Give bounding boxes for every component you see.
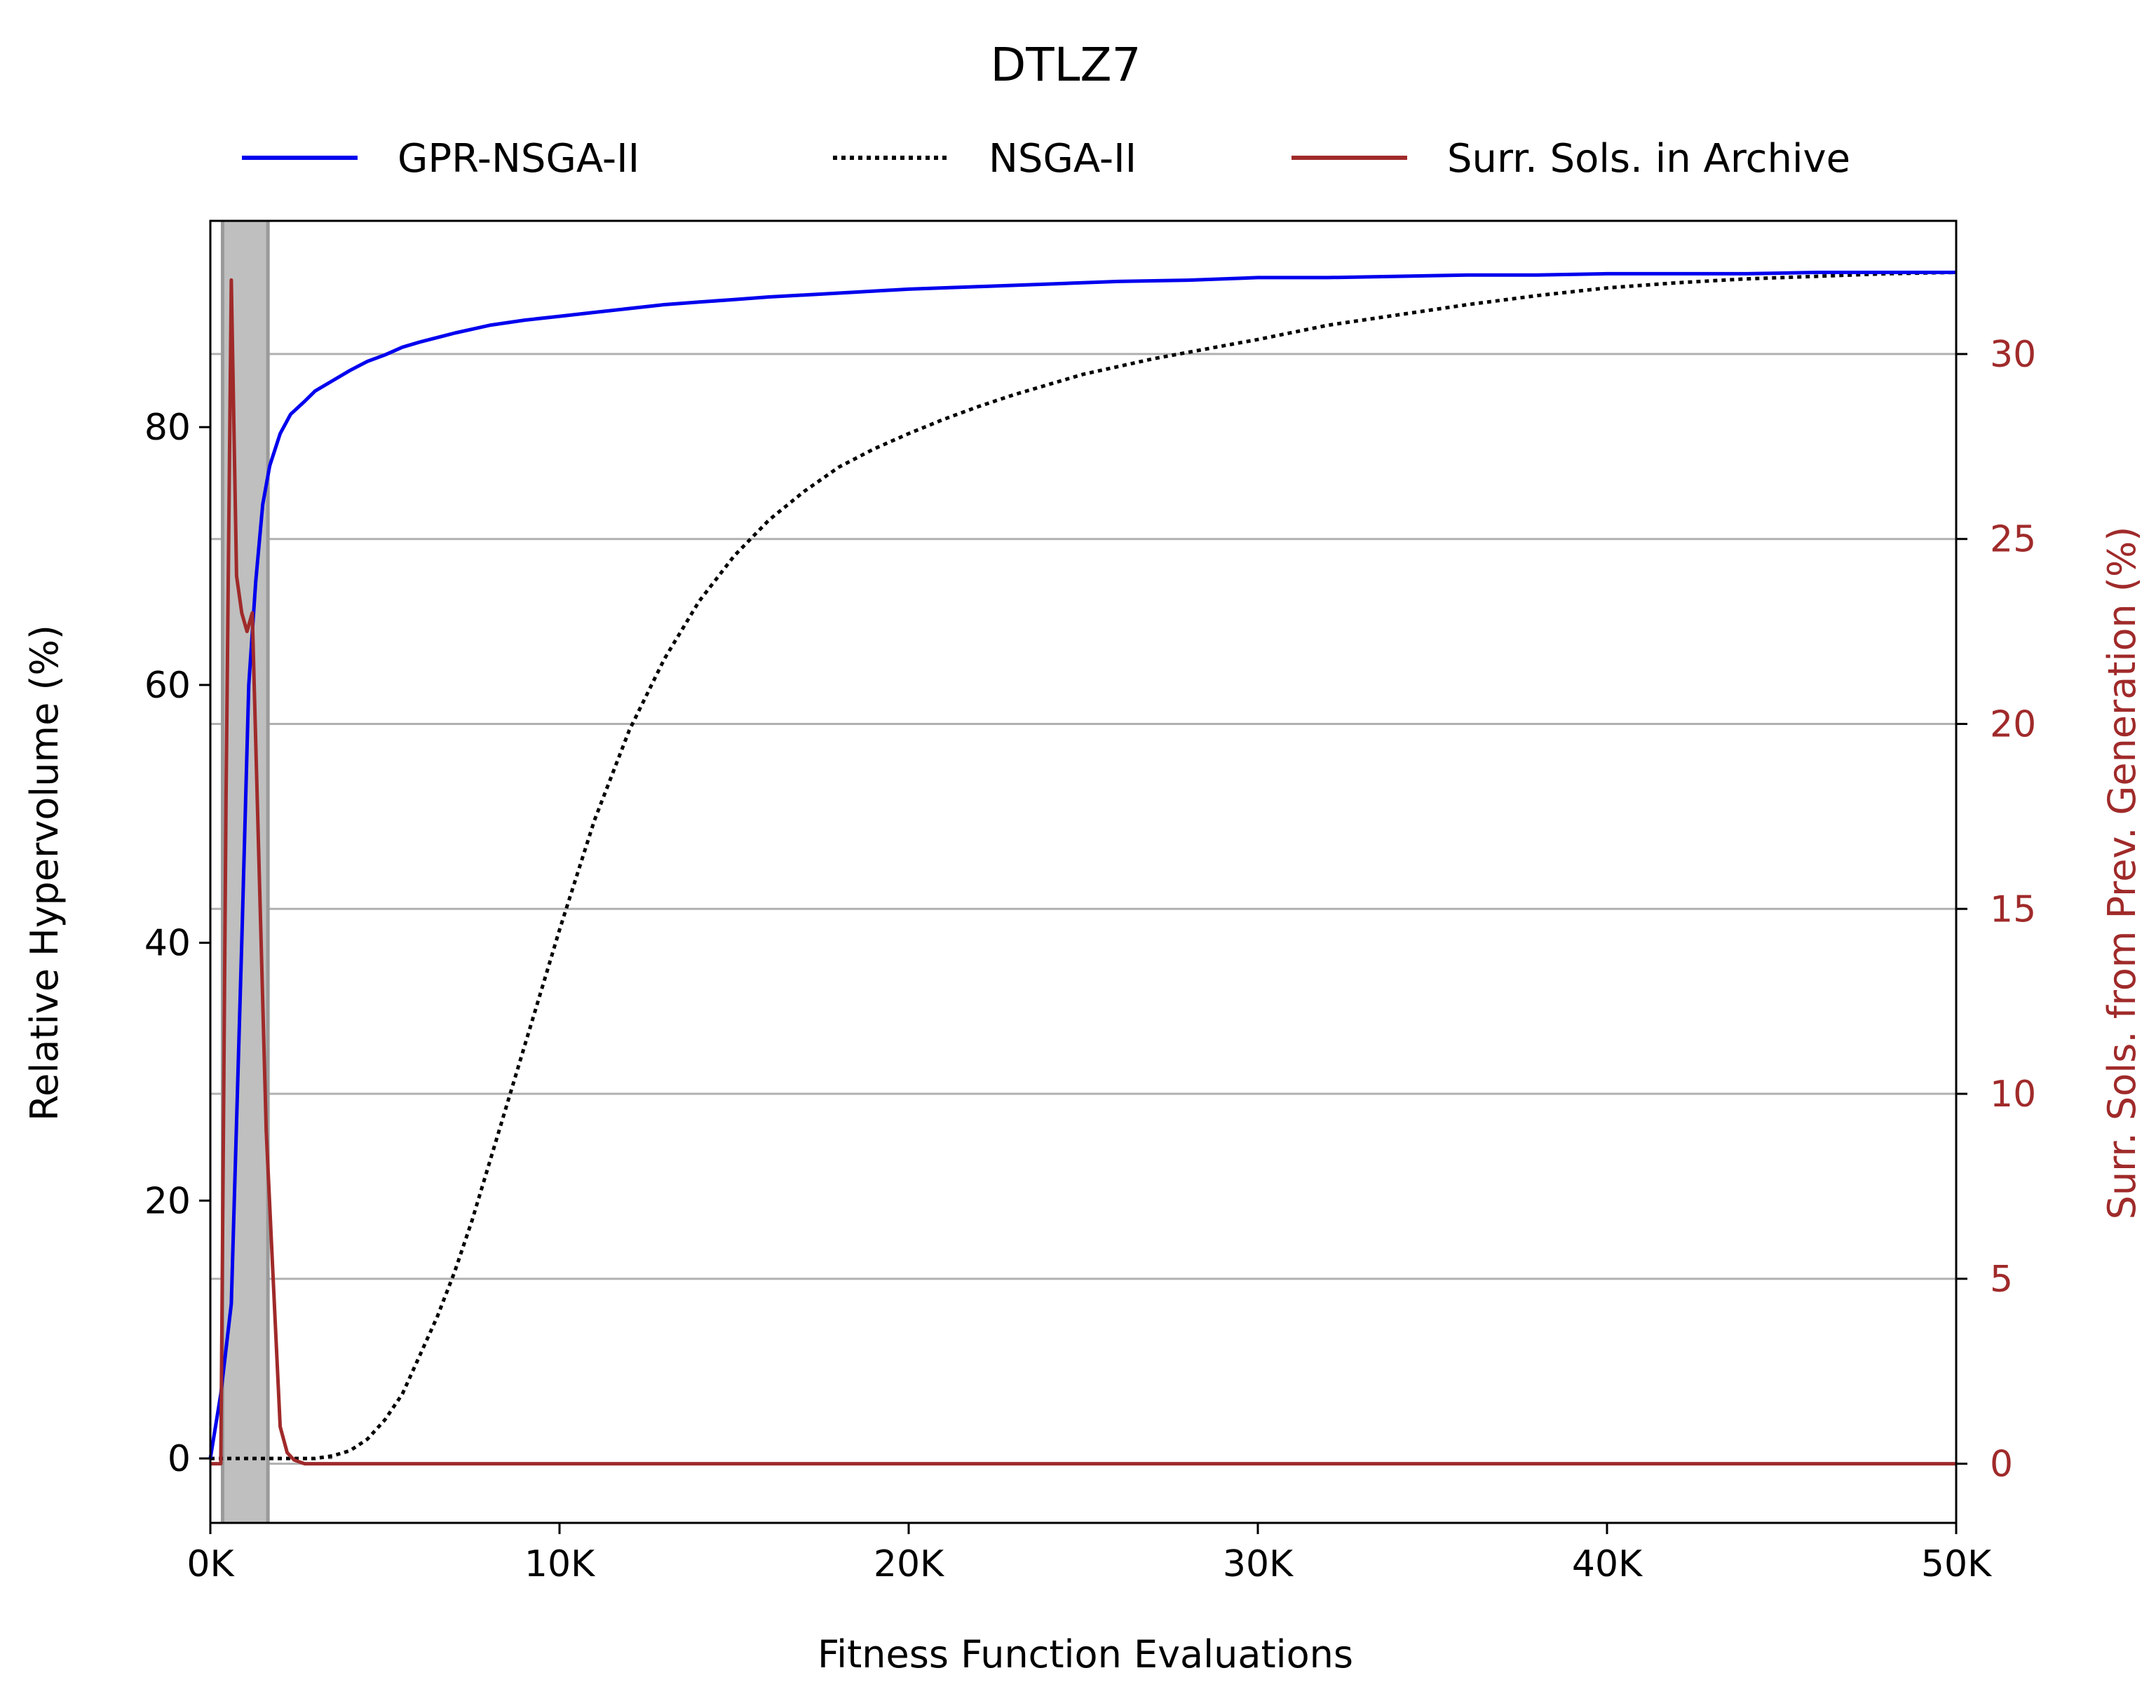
- legend-label: Surr. Sols. in Archive: [1447, 136, 1850, 182]
- series-line-surr-sols-in-archive: [210, 278, 1956, 1466]
- y2-tick-label: 30: [1990, 334, 2036, 376]
- y-tick-label: 0: [168, 1438, 191, 1480]
- y2-tick-label: 25: [1990, 519, 2036, 561]
- legend-label: GPR-NSGA-II: [398, 136, 639, 182]
- series-line-nsga-ii: [210, 271, 1957, 1460]
- y-tick-label: 60: [144, 665, 191, 707]
- y-axis-label: Relative Hypervolume (%): [22, 625, 67, 1121]
- y2-tick-label: 15: [1990, 888, 2036, 930]
- x-tick-label: 10K: [524, 1543, 596, 1585]
- legend: GPR-NSGA-II NSGA-II Surr. Sols. in Archive: [242, 136, 1850, 182]
- y-tick-label: 80: [144, 407, 191, 449]
- x-axis: 0K 10K 20K 30K 40K 50K: [187, 1523, 1993, 1585]
- y-axis-right: 0 5 10 15 20 25 30: [1956, 334, 2036, 1486]
- legend-label: NSGA-II: [989, 136, 1137, 182]
- plot-frame: [209, 219, 1958, 1524]
- x-tick-label: 0K: [187, 1543, 235, 1585]
- y2-axis-label: Surr. Sols. from Prev. Generation (%): [2100, 527, 2144, 1220]
- x-tick-label: 20K: [874, 1543, 945, 1585]
- y-tick-label: 40: [144, 923, 191, 965]
- x-tick-label: 50K: [1921, 1543, 1993, 1585]
- y2-tick-label: 10: [1990, 1073, 2036, 1116]
- y-tick-label: 20: [144, 1180, 191, 1222]
- x-axis-label: Fitness Function Evaluations: [818, 1632, 1353, 1676]
- y2-tick-label: 0: [1990, 1444, 2013, 1486]
- y-axis-left: 0 20 40 60 80: [144, 407, 210, 1480]
- series-layer: [208, 271, 1957, 1466]
- chart-title: DTLZ7: [990, 38, 1141, 92]
- x-tick-label: 40K: [1572, 1543, 1643, 1585]
- y2-tick-label: 20: [1990, 703, 2036, 745]
- y2-tick-label: 5: [1990, 1259, 2013, 1301]
- series-line-gpr-nsga-ii: [208, 271, 1956, 1459]
- x-tick-label: 30K: [1223, 1543, 1294, 1585]
